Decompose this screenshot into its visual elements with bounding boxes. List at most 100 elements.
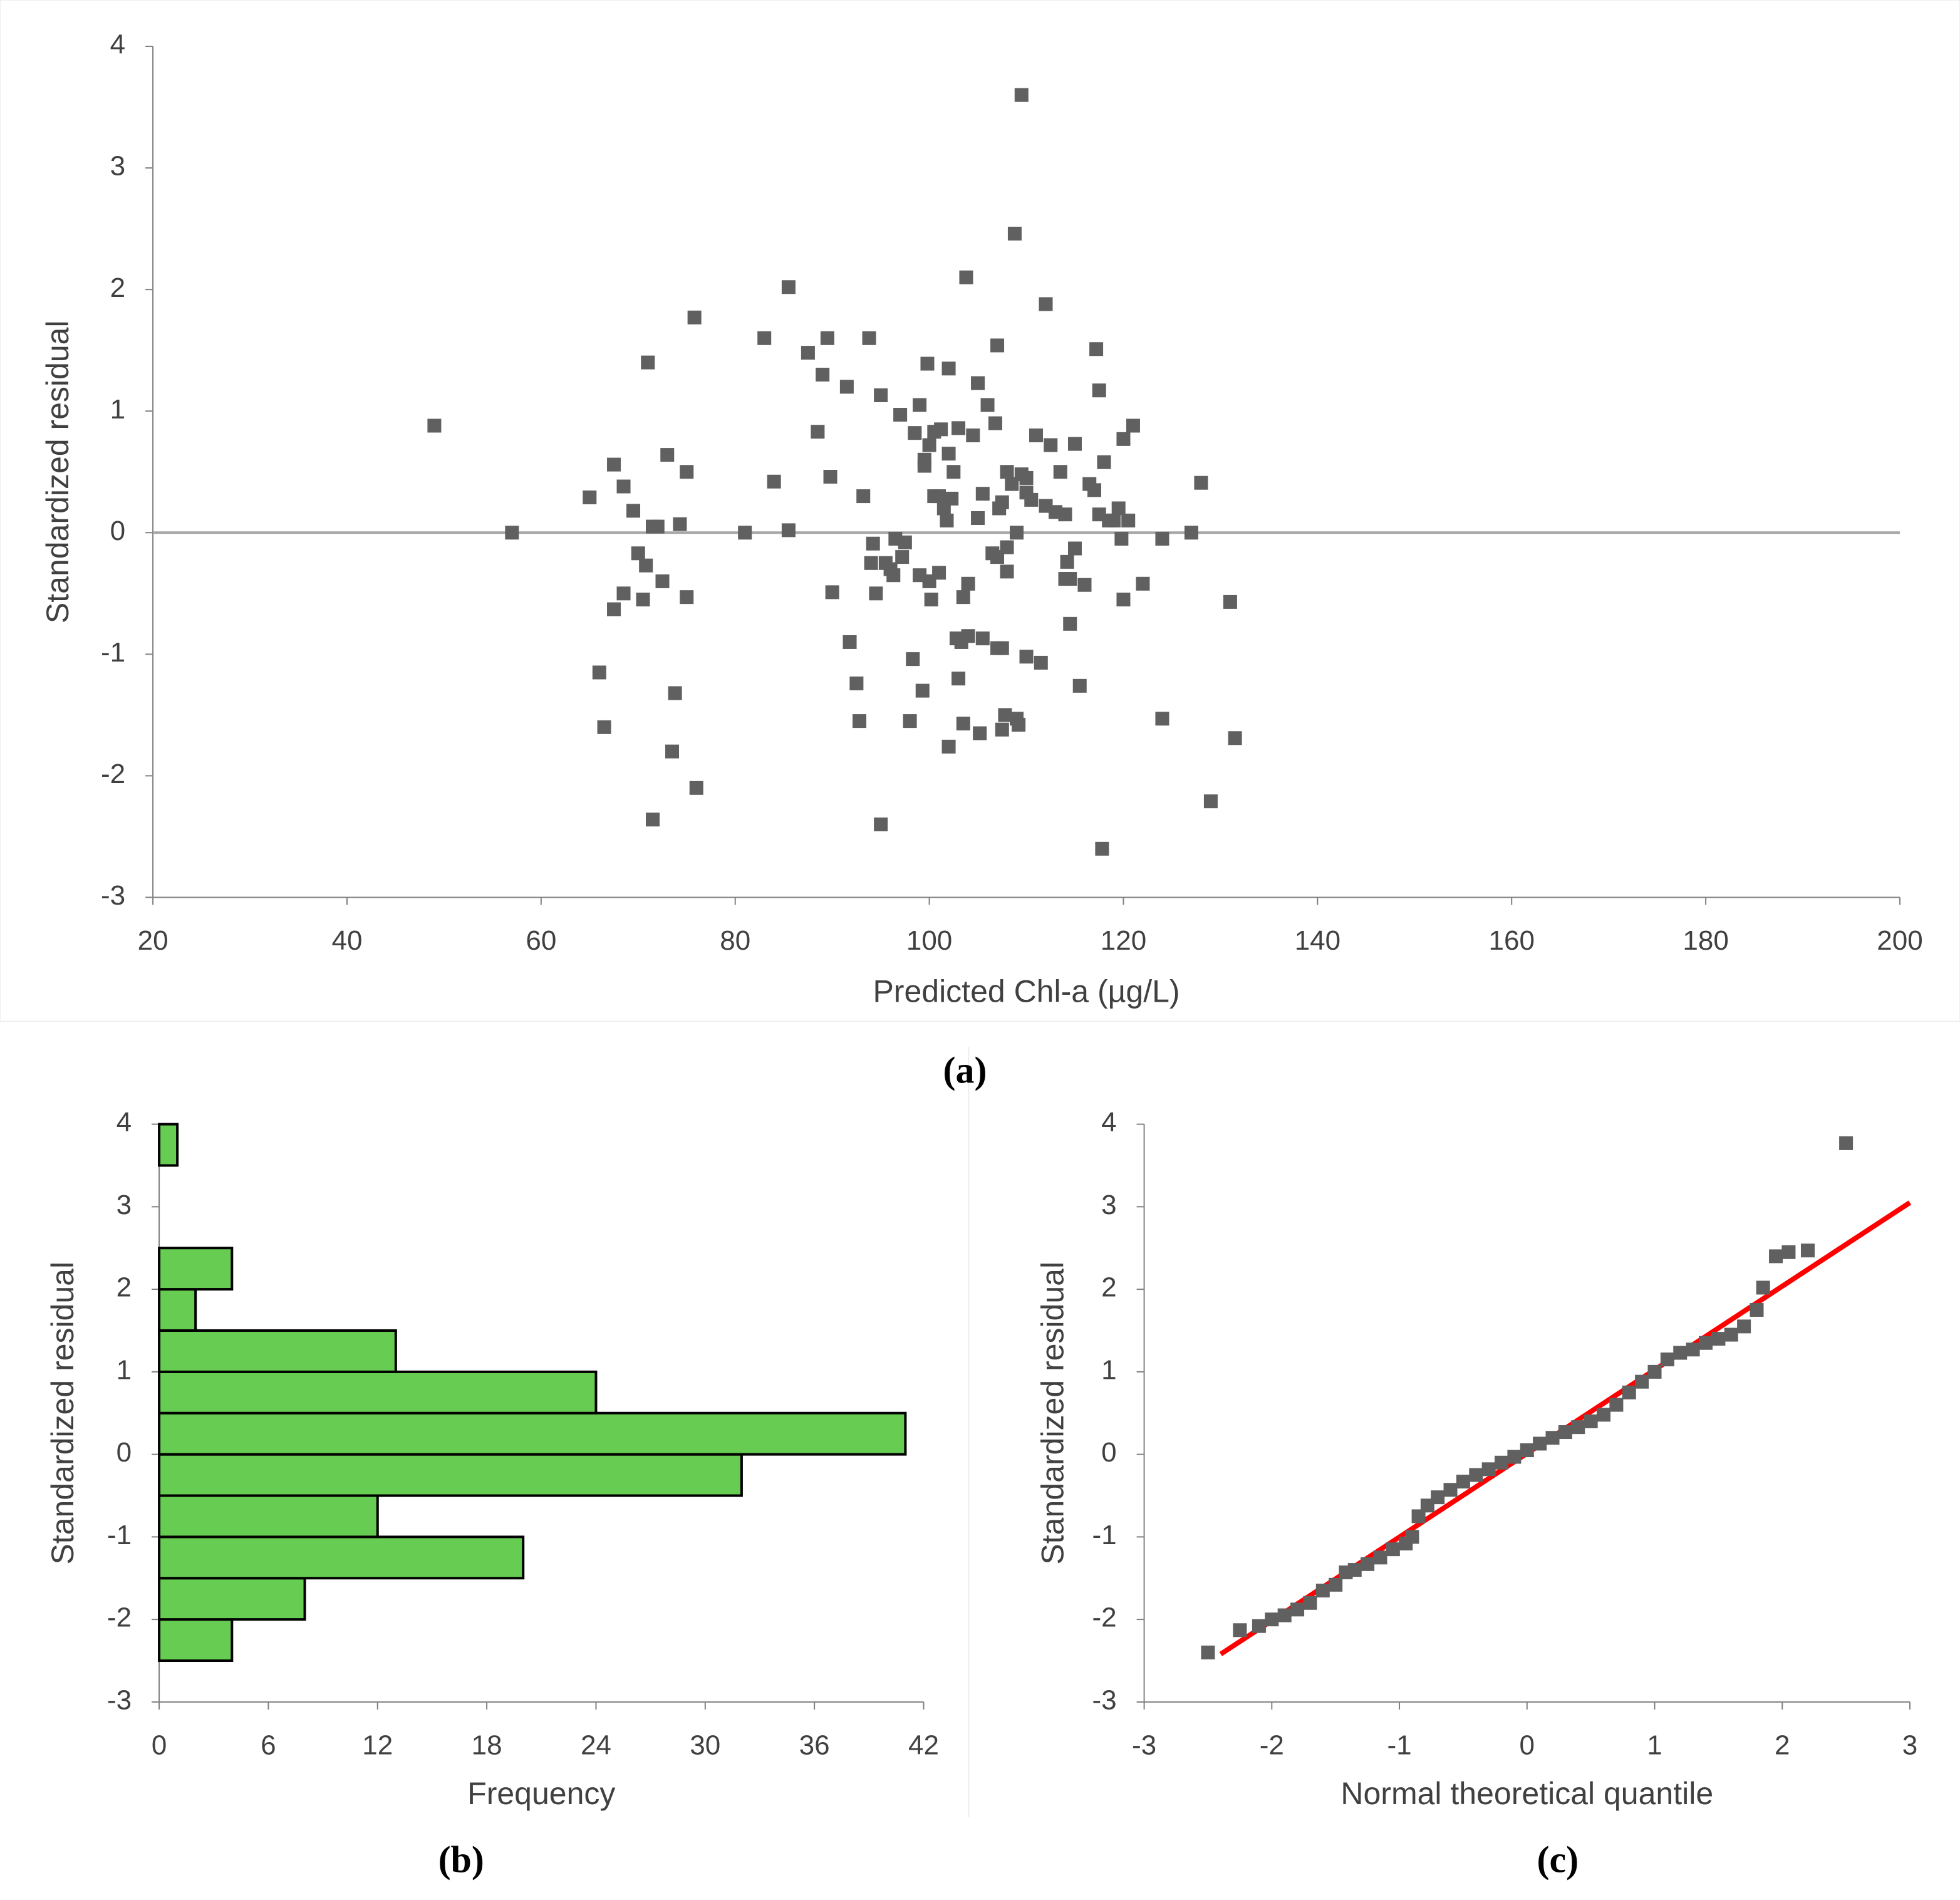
point (1126, 418, 1140, 433)
point (1290, 1602, 1305, 1617)
y-tick-label: 1 (110, 394, 125, 425)
point (961, 576, 975, 591)
point (932, 566, 946, 580)
point (1507, 1450, 1522, 1464)
point (1053, 465, 1067, 479)
point (801, 346, 815, 360)
point (1800, 1243, 1815, 1258)
point (668, 686, 682, 700)
point (1647, 1364, 1662, 1379)
point (1077, 578, 1092, 592)
y-tick-label: 4 (1101, 1107, 1116, 1138)
point (874, 388, 888, 403)
point (1686, 1342, 1700, 1357)
x-tick-label: 60 (526, 925, 556, 956)
bar (158, 1288, 197, 1332)
point (915, 683, 930, 698)
x-tick-label: 160 (1489, 925, 1535, 956)
point (1111, 501, 1126, 516)
x-tick-label: 3 (1902, 1730, 1917, 1761)
point (1063, 572, 1077, 586)
point (626, 504, 641, 518)
point (920, 356, 935, 371)
point (1495, 1455, 1509, 1470)
y-tick-label: -1 (101, 637, 125, 668)
point (940, 513, 954, 527)
y-axis-title: Standardized residual (1035, 1262, 1071, 1565)
point (1443, 1483, 1458, 1497)
y-axis-title: Standardized residual (45, 1262, 80, 1565)
point (1329, 1577, 1343, 1592)
bar (158, 1329, 397, 1373)
point (1756, 1280, 1770, 1295)
point (998, 708, 1012, 722)
point (738, 526, 752, 540)
x-tick-label: 36 (799, 1730, 830, 1761)
point (820, 331, 834, 345)
point (1201, 1645, 1215, 1659)
point (1558, 1425, 1572, 1440)
point (975, 631, 990, 646)
point (616, 479, 631, 494)
point (1039, 297, 1053, 311)
point (1012, 717, 1026, 732)
point (1750, 1303, 1764, 1317)
point (980, 398, 995, 412)
y-tick-label: -1 (107, 1520, 132, 1550)
point (1571, 1420, 1585, 1435)
y-tick-label: 0 (1101, 1437, 1116, 1468)
point (1737, 1319, 1751, 1334)
point (1058, 507, 1072, 522)
x-tick-label: 40 (331, 925, 362, 956)
x-axis-title: Frequency (467, 1776, 615, 1811)
point (971, 376, 985, 390)
point (811, 425, 825, 439)
point (922, 438, 936, 452)
point (1097, 455, 1111, 469)
point (1533, 1436, 1547, 1451)
point (641, 355, 655, 370)
x-tick-label: 18 (472, 1730, 502, 1761)
point (1014, 88, 1029, 102)
x-axis-title: Normal theoretical quantile (1340, 1776, 1713, 1811)
bar (158, 1370, 598, 1415)
point (1155, 712, 1169, 726)
y-tick-label: 4 (110, 29, 125, 60)
point (866, 536, 880, 551)
point (597, 720, 611, 734)
point (1233, 1623, 1247, 1638)
bar (158, 1453, 743, 1497)
point (1044, 438, 1058, 452)
point (673, 517, 687, 531)
point (1063, 616, 1077, 631)
point (1010, 526, 1024, 540)
point (1024, 492, 1039, 507)
point (941, 447, 956, 461)
point (1431, 1490, 1445, 1505)
point (1007, 226, 1022, 241)
point (946, 465, 961, 479)
y-tick-label: 2 (1101, 1272, 1116, 1303)
point (1000, 465, 1014, 479)
point (1067, 541, 1082, 556)
point (1481, 1462, 1496, 1477)
point (973, 726, 987, 740)
point (1194, 475, 1208, 490)
point (592, 665, 606, 680)
x-tick-label: 1 (1647, 1730, 1662, 1761)
point (607, 457, 621, 472)
y-tick-label: -2 (107, 1602, 132, 1633)
panel-a-frame (0, 0, 1960, 1022)
y-tick-label: 1 (117, 1354, 132, 1385)
bar (158, 1535, 525, 1580)
point (839, 380, 854, 394)
point (823, 470, 837, 484)
bar (158, 1411, 907, 1456)
point (956, 590, 970, 605)
point (908, 426, 922, 440)
point (1520, 1443, 1534, 1458)
point (1277, 1608, 1292, 1622)
y-tick-label: 3 (110, 151, 125, 182)
point (951, 672, 966, 686)
point (1699, 1336, 1713, 1350)
